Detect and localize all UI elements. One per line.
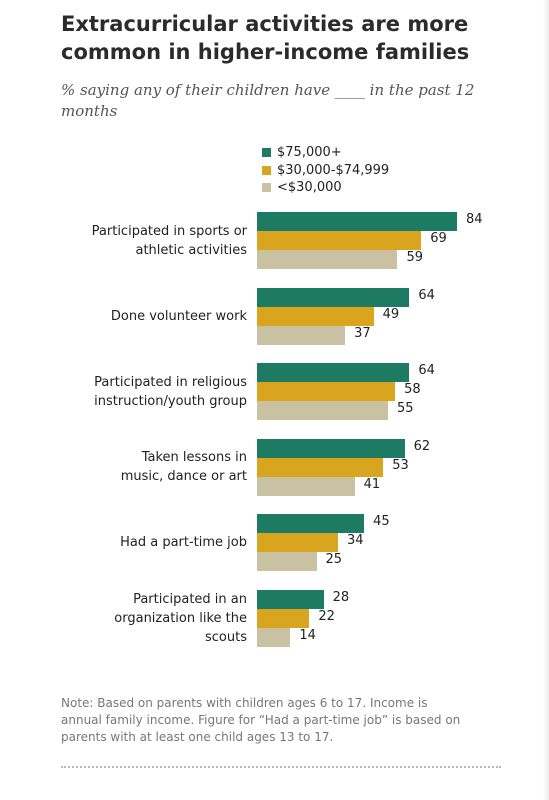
legend: $75,000+ $30,000-$74,999 <$30,000 bbox=[262, 144, 389, 197]
legend-label-middle-income: $30,000-$74,999 bbox=[277, 162, 390, 178]
data-label-high-income: 64 bbox=[418, 287, 435, 303]
legend-swatch-middle-income bbox=[262, 165, 271, 175]
legend-item-middle-income: $30,000-$74,999 bbox=[262, 162, 389, 180]
bar-low-income bbox=[257, 401, 388, 420]
category-label: organization like the bbox=[114, 610, 247, 626]
bar-high-income bbox=[257, 287, 410, 307]
chart-subtitle: % saying any of their children have ____… bbox=[61, 81, 475, 120]
note-line-3: parents with at least one child ages 13 … bbox=[61, 730, 334, 744]
category-label: Had a part-time job bbox=[120, 535, 247, 550]
data-label-low-income: 25 bbox=[325, 552, 343, 567]
category-label: instruction/youth group bbox=[94, 393, 247, 409]
bar-high-income bbox=[257, 589, 324, 609]
data-label-middle-income: 22 bbox=[318, 608, 335, 624]
bar-middle-income bbox=[257, 457, 384, 477]
data-label-low-income: 14 bbox=[299, 627, 316, 643]
data-label-low-income: 59 bbox=[406, 250, 424, 265]
data-label-middle-income: 53 bbox=[392, 457, 409, 473]
chart-title: Extracurricular activities are more comm… bbox=[61, 12, 470, 64]
page-edge-shadow bbox=[543, 0, 549, 800]
bar-high-income bbox=[257, 212, 457, 231]
legend-swatch-high-income bbox=[262, 148, 271, 158]
category-label: Taken lessons in bbox=[141, 450, 247, 465]
category-label: Participated in religious bbox=[94, 374, 247, 390]
category-label: athletic activities bbox=[135, 242, 247, 258]
legend-item-high-income: $75,000+ bbox=[262, 144, 389, 162]
data-label-low-income: 41 bbox=[363, 476, 381, 492]
data-label-low-income: 37 bbox=[354, 325, 371, 341]
legend-item-low-income: <$30,000 bbox=[262, 179, 389, 197]
data-label-high-income: 28 bbox=[332, 589, 350, 605]
data-label-middle-income: 49 bbox=[382, 306, 400, 322]
bar-middle-income bbox=[257, 382, 396, 401]
legend-swatch-low-income bbox=[262, 183, 271, 193]
data-label-middle-income: 34 bbox=[346, 533, 364, 548]
category-label: Participated in an bbox=[133, 591, 247, 607]
category-label: music, dance or art bbox=[120, 469, 247, 484]
data-label-middle-income: 69 bbox=[430, 231, 447, 246]
source-line-cutoff bbox=[61, 766, 501, 772]
chart-note: Note: Based on parents with children age… bbox=[61, 695, 521, 746]
data-label-low-income: 55 bbox=[396, 401, 414, 416]
category-label: scouts bbox=[205, 629, 247, 645]
note-line-1: Note: Based on parents with children age… bbox=[61, 696, 428, 710]
data-label-high-income: 84 bbox=[466, 212, 483, 227]
bar-high-income bbox=[257, 438, 405, 458]
data-label-high-income: 62 bbox=[413, 438, 431, 454]
bar-low-income bbox=[257, 552, 317, 571]
data-label-high-income: 64 bbox=[418, 363, 435, 378]
bar-low-income bbox=[257, 476, 355, 496]
bar-low-income bbox=[257, 325, 346, 345]
category-label: Participated in sports or bbox=[91, 223, 247, 239]
bar-low-income bbox=[257, 250, 398, 269]
bar-high-income bbox=[257, 363, 410, 382]
bar-middle-income bbox=[257, 608, 310, 628]
legend-label-high-income: $75,000+ bbox=[277, 145, 342, 161]
legend-label-low-income: <$30,000 bbox=[277, 180, 342, 196]
category-label: Done volunteer work bbox=[110, 308, 247, 324]
data-label-middle-income: 58 bbox=[404, 382, 421, 397]
bar-high-income bbox=[257, 514, 365, 533]
data-label-high-income: 45 bbox=[373, 514, 390, 529]
note-line-2: annual family income. Figure for “Had a … bbox=[61, 713, 461, 727]
bar-middle-income bbox=[257, 533, 338, 552]
bar-low-income bbox=[257, 627, 291, 647]
bar-middle-income bbox=[257, 231, 422, 250]
bar-middle-income bbox=[257, 306, 374, 326]
